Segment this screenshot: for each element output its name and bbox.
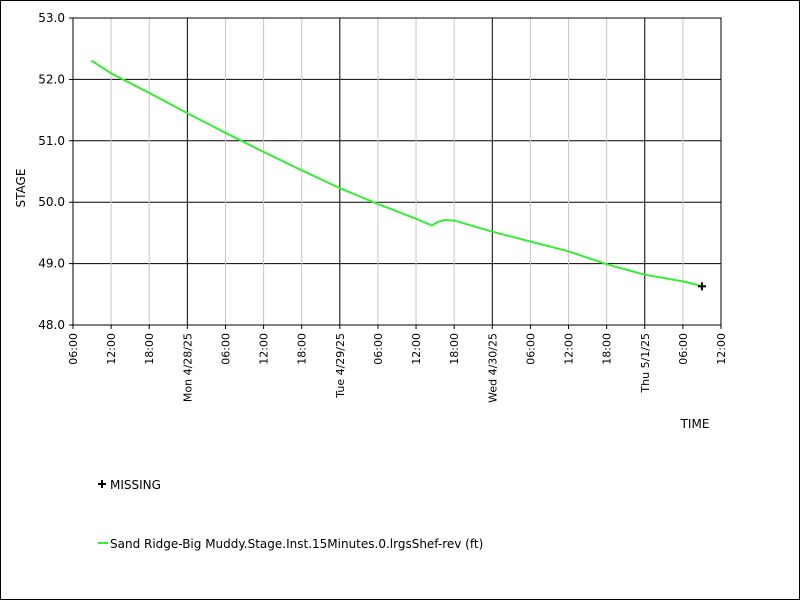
data-series (91, 60, 702, 287)
x-tick-label: 12:00 (258, 333, 271, 365)
missing-markers (697, 282, 706, 291)
x-tick-label: Wed 4/30/25 (486, 333, 499, 403)
legend-item-missing: MISSING (98, 478, 161, 492)
series-line-0 (91, 60, 702, 287)
x-tick-label: 12:00 (715, 333, 728, 365)
y-tick-label: 51.0 (38, 134, 65, 148)
legend-label-missing: MISSING (110, 478, 161, 492)
x-axis-label: TIME (680, 417, 710, 431)
x-tick-label: 06:00 (219, 333, 232, 365)
y-tick-label: 52.0 (38, 72, 65, 86)
x-tick-label: 06:00 (677, 333, 690, 365)
plot-area (72, 17, 722, 326)
x-tick-label: Tue 4/29/25 (334, 333, 347, 399)
x-tick-label: 18:00 (601, 333, 614, 365)
x-axis: 06:00 12:00 18:00 Mon 4/28/25 06:00 12:00 18:0… (67, 325, 728, 403)
x-tick-label: 18:00 (448, 333, 461, 365)
y-axis: 48.0 49.0 50.0 51.0 52.0 53.0 (38, 11, 73, 332)
x-tick-label: 12:00 (105, 333, 118, 365)
y-axis-label: STAGE (14, 169, 28, 208)
x-tick-label: 06:00 (372, 333, 385, 365)
x-tick-label: Mon 4/28/25 (181, 333, 194, 402)
x-tick-label: 06:00 (524, 333, 537, 365)
x-tick-label: 06:00 (67, 333, 80, 365)
legend: MISSING Sand Ridge-Big Muddy.Stage.Inst.… (98, 478, 483, 551)
y-tick-label: 53.0 (38, 11, 65, 25)
missing-point (697, 282, 706, 291)
x-tick-label: 18:00 (143, 333, 156, 365)
x-tick-label: Thu 5/1/25 (639, 333, 652, 394)
grid (73, 17, 721, 326)
legend-item-series: Sand Ridge-Big Muddy.Stage.Inst.15Minute… (98, 537, 483, 551)
legend-label-series: Sand Ridge-Big Muddy.Stage.Inst.15Minute… (110, 537, 483, 551)
y-tick-label: 50.0 (38, 195, 65, 209)
x-tick-label: 12:00 (410, 333, 423, 365)
x-tick-label: 12:00 (563, 333, 576, 365)
missing-marker-icon (98, 480, 106, 488)
y-tick-label: 49.0 (38, 257, 65, 271)
x-tick-label: 18:00 (296, 333, 309, 365)
y-tick-label: 48.0 (38, 318, 65, 332)
